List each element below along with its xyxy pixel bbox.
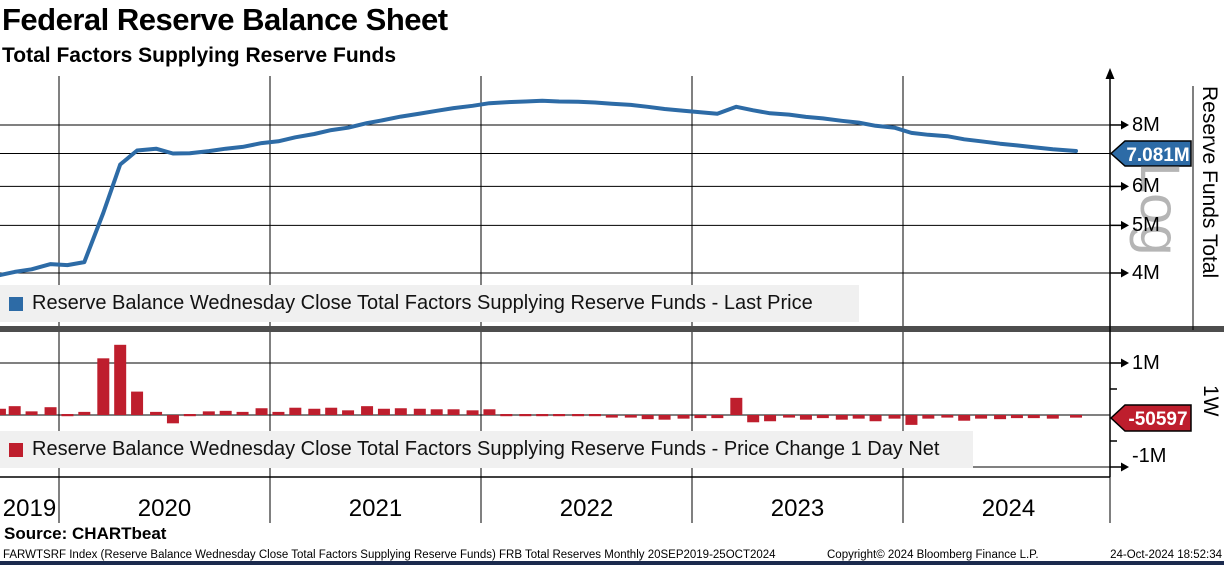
x-tick-label-year: 2024 [981, 495, 1036, 522]
y-tick-label-top: 8M [1132, 113, 1160, 136]
x-tick-label-year: 2023 [770, 495, 825, 522]
terminal-status-strip [0, 561, 1224, 565]
legend-price-change-label: Reserve Balance Wednesday Close Total Fa… [32, 438, 940, 460]
y-axis-title: Reserve Funds Total [1198, 86, 1221, 279]
y-tick-label-top: 5M [1132, 214, 1160, 237]
last-price-badge: 7.081M [1126, 145, 1189, 166]
log-scale-watermark: Log [1129, 162, 1192, 256]
x-tick-label-year: 2021 [348, 495, 403, 522]
legend-last-price[interactable]: Reserve Balance Wednesday Close Total Fa… [0, 285, 859, 322]
source-line: Source: CHARTbeat [4, 524, 167, 543]
y-tick-label-top: 6M [1132, 175, 1160, 198]
legend-price-change[interactable]: Reserve Balance Wednesday Close Total Fa… [0, 431, 973, 468]
chart-subtitle: Total Factors Supplying Reserve Funds [2, 44, 397, 67]
last-change-badge: -50597 [1128, 409, 1187, 430]
y-tick-label-bottom: 1M [1132, 352, 1160, 374]
legend-marker-line-icon [9, 296, 23, 311]
legend-marker-bar-icon [9, 442, 23, 457]
x-tick-label-year: 2022 [559, 495, 614, 522]
x-tick-label-year: 2019 [2, 495, 57, 522]
x-tick-label-year: 2020 [137, 495, 192, 522]
y-tick-label-top: 4M [1132, 262, 1160, 284]
y-tick-label-bottom: -1M [1132, 445, 1167, 467]
ticker-description: FARWTSRF Index (Reserve Balance Wednesda… [3, 549, 776, 561]
legend-last-price-label: Reserve Balance Wednesday Close Total Fa… [32, 292, 813, 314]
copyright-notice: Copyright© 2024 Bloomberg Finance L.P. [827, 549, 1039, 561]
period-label: 1W [1199, 385, 1222, 417]
timestamp: 24-Oct-2024 18:52:34 [1110, 549, 1222, 561]
page-title: Federal Reserve Balance Sheet [2, 2, 448, 37]
